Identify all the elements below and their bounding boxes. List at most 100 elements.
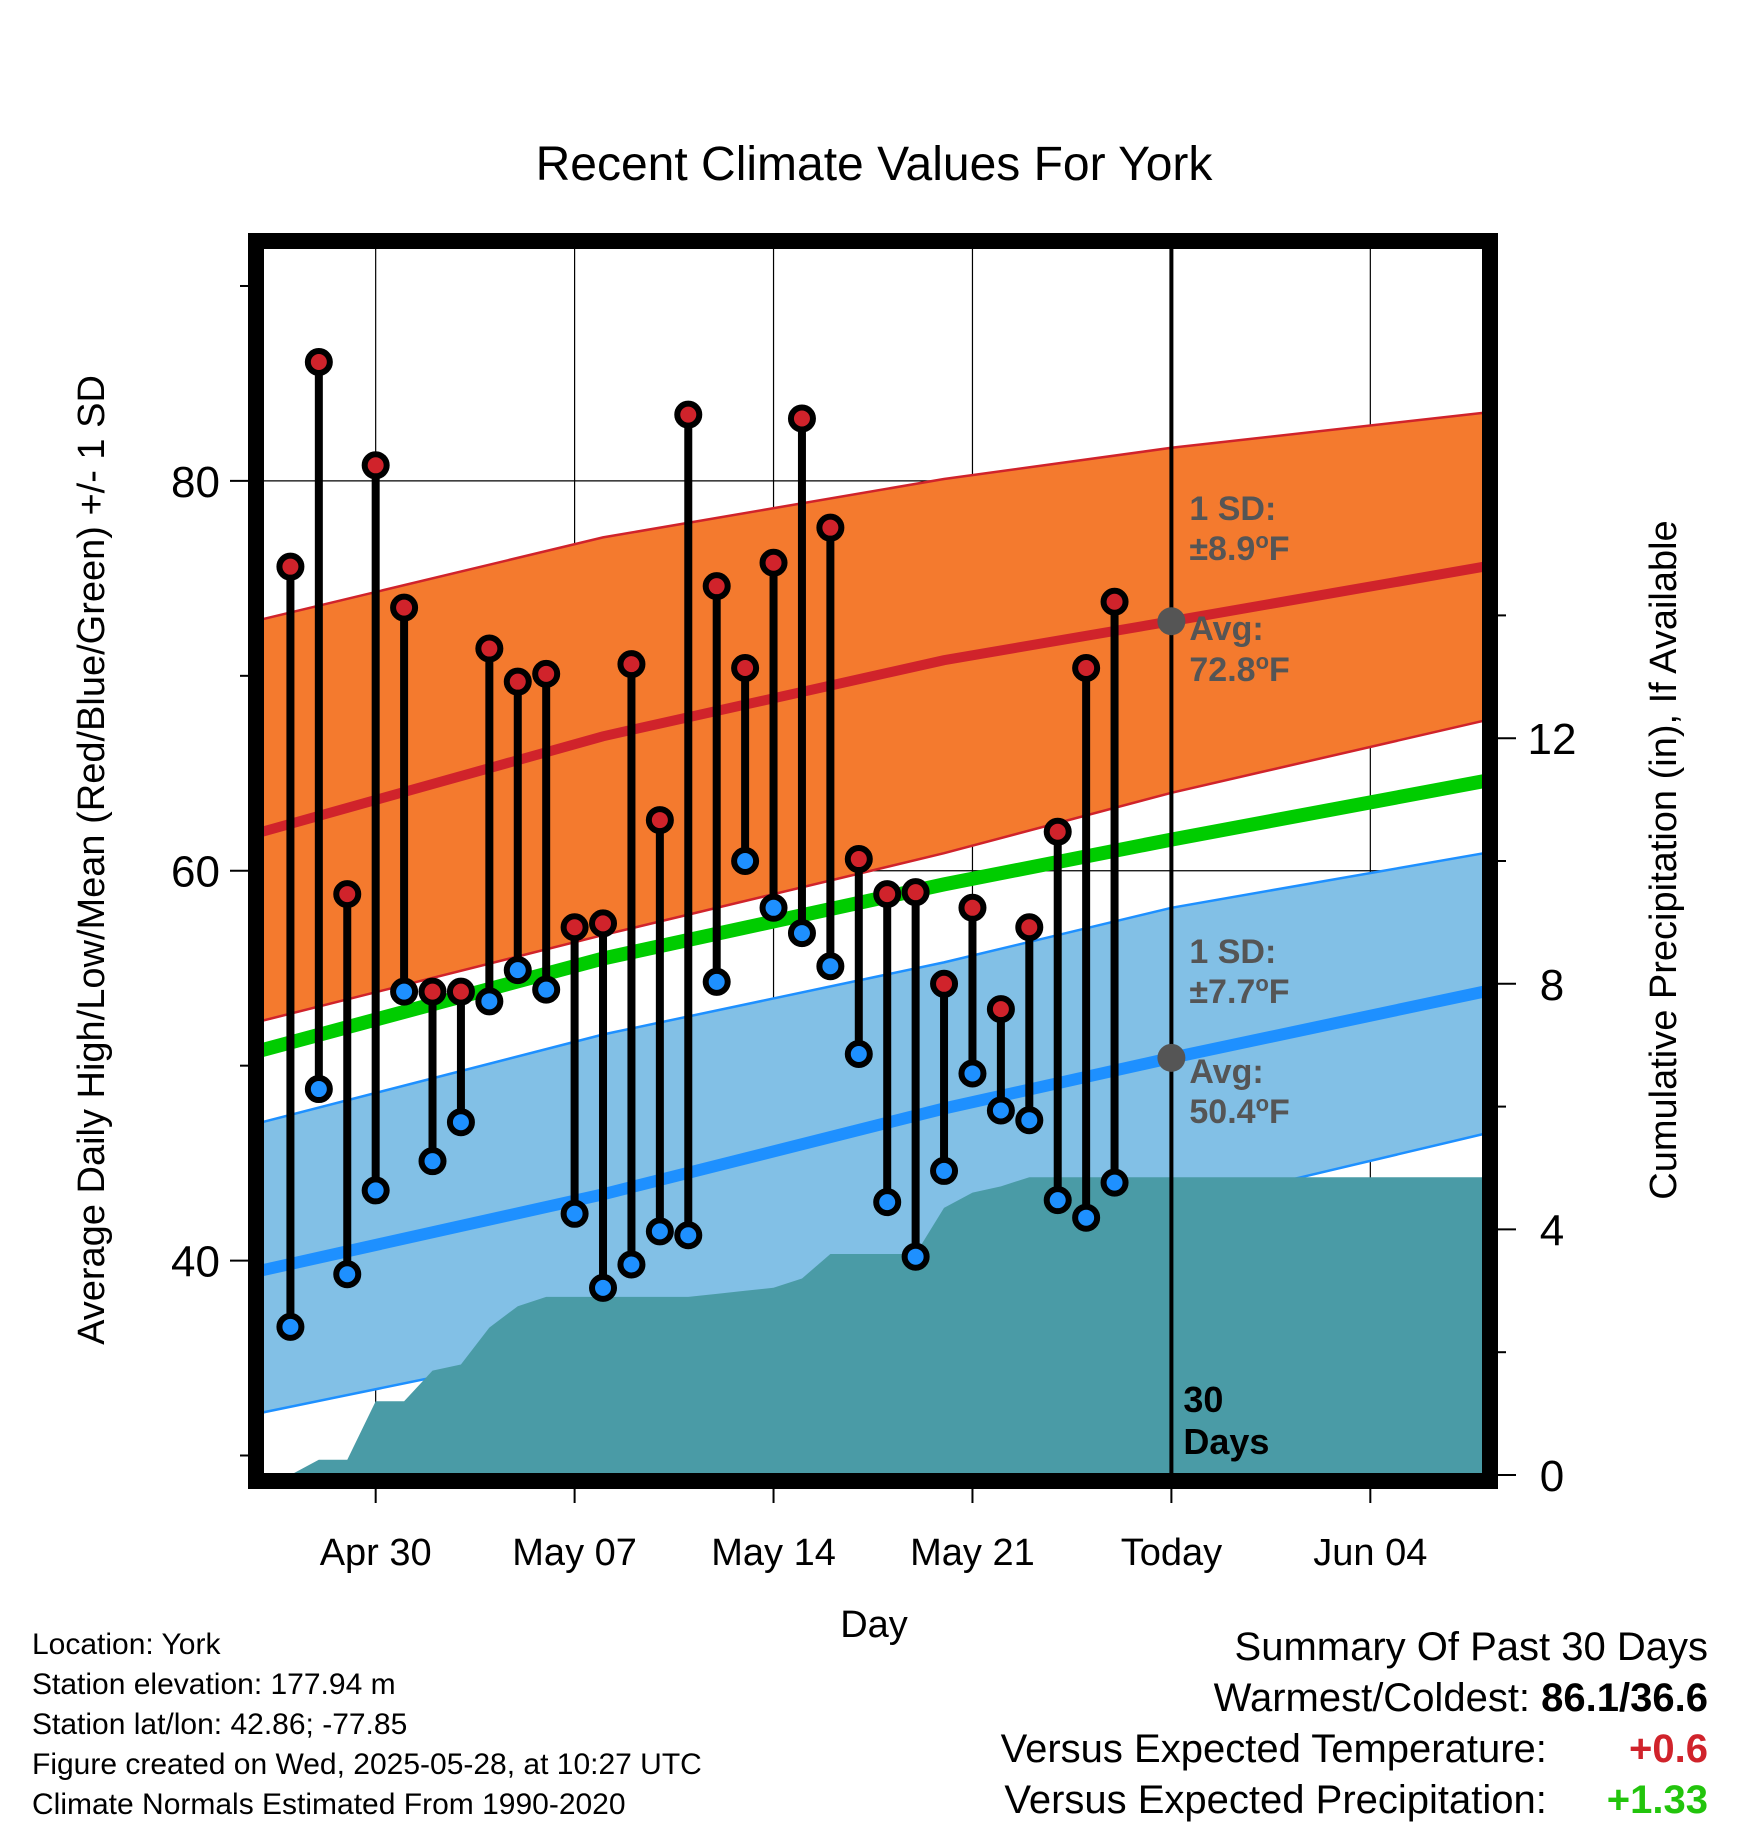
y2-tick-label-0: 0 xyxy=(1540,1452,1564,1501)
low-point xyxy=(759,893,788,922)
high-avg-marker xyxy=(1157,607,1186,636)
x-tick-label-0: Apr 30 xyxy=(320,1532,432,1574)
low-sd-label: 1 SD: xyxy=(1189,933,1276,971)
low-point xyxy=(702,967,731,996)
summary-heading: Summary Of Past 30 Days xyxy=(1234,1625,1708,1669)
info-location: Location: York xyxy=(32,1628,221,1661)
high-point xyxy=(1072,654,1101,683)
low-point xyxy=(475,987,504,1016)
y-tick-label-60: 60 xyxy=(171,848,220,897)
high-point xyxy=(1015,913,1044,942)
low-point xyxy=(1072,1203,1101,1232)
low-point xyxy=(930,1156,959,1185)
low-point xyxy=(1100,1168,1129,1197)
y-tick-label-40: 40 xyxy=(171,1238,220,1287)
high-sd-label: 1 SD: xyxy=(1189,490,1276,528)
low-point xyxy=(333,1260,362,1289)
x-tick-label-1: May 07 xyxy=(512,1532,637,1574)
low-point xyxy=(390,977,419,1006)
precip-area xyxy=(262,1177,1484,1475)
low-avg-label: Avg: xyxy=(1189,1053,1263,1091)
summary-warm-cold: Warmest/Coldest: 86.1/36.6 xyxy=(1001,1673,1708,1724)
info-created: Figure created on Wed, 2025-05-28, at 10… xyxy=(32,1748,702,1781)
x-tick-label-5: Jun 04 xyxy=(1313,1532,1427,1574)
low-point xyxy=(617,1250,646,1279)
low-point xyxy=(589,1273,618,1302)
high-upper-line xyxy=(261,411,1485,621)
low-point xyxy=(361,1176,390,1205)
high-point xyxy=(1043,817,1072,846)
plot-frame xyxy=(248,233,1498,1489)
high-point xyxy=(844,845,873,874)
axes: Apr 30 May 07 May 14 May 21 Today Jun 0440608… xyxy=(171,233,1577,1574)
low-avg-value: 50.4oF xyxy=(1189,1091,1289,1132)
high-sd-value: ±8.9oF xyxy=(1189,528,1289,569)
high-point xyxy=(702,572,731,601)
low-sd-band xyxy=(262,853,1484,1413)
precip-value: +1.33 xyxy=(1606,1778,1708,1822)
high-sd-band xyxy=(262,412,1484,1021)
low-point xyxy=(1043,1186,1072,1215)
low-upper-line xyxy=(261,851,1485,1124)
x-tick-label-4: Today xyxy=(1121,1532,1222,1574)
low-point xyxy=(532,975,561,1004)
low-point xyxy=(503,956,532,985)
daily-high-low-bars xyxy=(276,348,1129,1341)
high-point xyxy=(787,404,816,433)
high-point xyxy=(759,548,788,577)
low-point xyxy=(645,1217,674,1246)
high-point xyxy=(816,513,845,542)
high-point xyxy=(645,806,674,835)
summary-panel: Summary Of Past 30 Days Warmest/Coldest:… xyxy=(1001,1622,1708,1826)
high-point xyxy=(873,880,902,909)
low-point xyxy=(901,1242,930,1271)
y2-tick-label-8: 8 xyxy=(1540,961,1564,1010)
high-point xyxy=(304,348,333,377)
info-elevation: Station elevation: 177.94 m xyxy=(32,1668,396,1701)
low-point xyxy=(816,952,845,981)
days-count-label: 30 xyxy=(1183,1379,1223,1420)
low-sd-value: ±7.7oF xyxy=(1189,971,1289,1012)
y-axis-label: Average Daily High/Low/Mean (Red/Blue/Gr… xyxy=(71,375,113,1345)
high-point xyxy=(674,400,703,429)
precip-label: Versus Expected Precipitation: xyxy=(1004,1778,1547,1822)
high-point xyxy=(333,880,362,909)
y2-tick-label-4: 4 xyxy=(1540,1206,1564,1255)
high-avg-label: Avg: xyxy=(1189,610,1263,648)
high-point xyxy=(731,654,760,683)
high-point xyxy=(390,593,419,622)
low-point xyxy=(446,1108,475,1137)
high-avg-value: 72.8oF xyxy=(1189,649,1289,690)
high-point xyxy=(589,909,618,938)
high-point xyxy=(986,995,1015,1024)
low-point xyxy=(304,1075,333,1104)
low-point xyxy=(844,1039,873,1068)
chart-title: Recent Climate Values For York xyxy=(536,138,1214,191)
high-point xyxy=(418,977,447,1006)
summary-temp: Versus Expected Temperature: +0.6 xyxy=(1001,1724,1708,1775)
high-point xyxy=(276,552,305,581)
high-point xyxy=(532,659,561,688)
x-tick-label-2: May 14 xyxy=(711,1532,836,1574)
low-point xyxy=(958,1059,987,1088)
high-point xyxy=(475,634,504,663)
low-point xyxy=(418,1147,447,1176)
low-point xyxy=(873,1188,902,1217)
high-point xyxy=(1100,587,1129,616)
x-tick-label-3: May 21 xyxy=(910,1532,1035,1574)
low-point xyxy=(787,919,816,948)
y2-tick-label-12: 12 xyxy=(1528,715,1577,764)
temp-value: +0.6 xyxy=(1629,1727,1708,1771)
low-point xyxy=(560,1199,589,1228)
low-point xyxy=(731,847,760,875)
high-point xyxy=(958,893,987,922)
low-point xyxy=(1015,1106,1044,1135)
high-point xyxy=(560,913,589,942)
y-tick-label-80: 80 xyxy=(171,458,220,507)
precipitation-area xyxy=(262,1177,1484,1475)
high-point xyxy=(617,650,646,679)
summary-precip: Versus Expected Precipitation: +1.33 xyxy=(1001,1775,1708,1826)
info-normals: Climate Normals Estimated From 1990-2020 xyxy=(32,1788,626,1821)
